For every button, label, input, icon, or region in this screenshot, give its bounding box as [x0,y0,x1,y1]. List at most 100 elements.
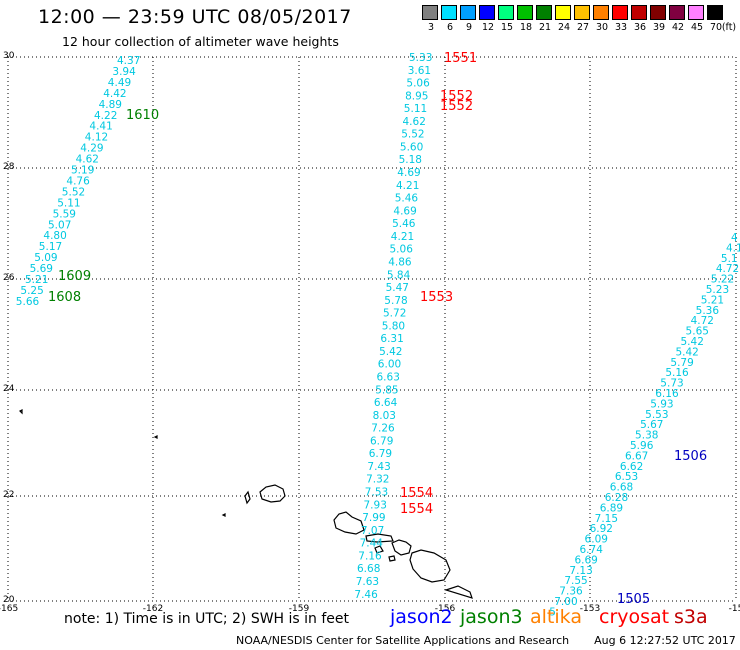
wave-height-value: 5.73 [660,378,683,390]
island-kauai [259,484,286,503]
island-maui [391,539,412,556]
wave-height-value: 5.79 [670,357,693,369]
wave-height-value: 6.00 [378,359,401,371]
wave-height-value: 5.52 [62,186,85,198]
wave-height-value: 7.15 [595,513,618,525]
wave-height-value: 4.72 [691,315,714,327]
colorbar-label: 45 [690,22,704,33]
wave-height-value: 7.44 [360,538,384,550]
wave-height-value: 7.55 [564,575,587,587]
wave-height-value: 5.65 [686,326,709,338]
colorbar-label: 21 [538,22,552,33]
credit-line: NOAA/NESDIS Center for Satellite Applica… [236,634,736,647]
pass-time-label: 1552 [440,89,473,104]
wave-height-value: 4.41 [89,121,112,133]
colorbar-swatch [574,5,590,20]
wave-height-value: 7.07 [361,525,384,537]
colorbar-swatch [669,5,685,20]
island-niihau [244,490,251,505]
y-tick-label: 20 [3,595,15,605]
x-tick-label: -15 [729,604,740,614]
pass-time-label: 1551 [444,51,477,66]
legend-cryosat: cryosat [599,606,670,628]
pass-time-label: 1505 [617,592,650,607]
island-kahoolawe [388,555,396,562]
pass-time-label: 1554 [400,502,433,517]
wave-height-value: 4.12 [85,132,108,144]
colorbar-swatch [650,5,666,20]
wave-height-value: 4.62 [76,154,99,166]
wave-height-value: 6.53 [615,471,638,483]
wave-height-value: 5.06 [406,78,430,90]
colorbar-label: 30 [595,22,609,33]
wave-height-value: 7.13 [569,565,592,577]
wave-height-value: 5.96 [630,440,654,452]
y-tick-label: 26 [3,273,15,283]
colorbar-swatch [498,5,514,20]
y-tick-label: 28 [3,162,15,172]
wave-height-value: 5.25 [20,285,43,297]
wave-height-value: 4.42 [103,88,126,100]
wave-height-value: 6.79 [370,435,393,447]
colorbar-label: 15 [500,22,514,33]
colorbar-label: (ft) [721,22,737,33]
wave-height-value: 7.63 [356,576,379,588]
wave-height-value: 6.31 [380,333,403,345]
wave-height-value: 5.07 [48,219,71,231]
island-hawaii [409,549,451,583]
wave-height-value: 5.42 [681,336,704,348]
legend-jason2: jason2 [390,606,453,628]
pass-time-label: 1553 [420,290,453,305]
wave-height-value: 5 [549,606,556,618]
colorbar-swatch [536,5,552,20]
wave-height-value: 5.80 [382,320,405,332]
units-note: note: 1) Time is in UTC; 2) SWH is in fe… [64,611,350,627]
wave-height-value: 5.11 [57,197,80,209]
wave-height-value: 5.16 [665,367,689,379]
colorbar-label: 24 [557,22,571,33]
wave-height-value: 5.38 [635,430,658,442]
wave-height-value: 4.37 [117,55,140,67]
wave-height-value: 5.21 [25,274,48,286]
wave-height-value: 6.68 [357,563,380,575]
y-tick-label: 30 [3,51,15,61]
wave-height-value: 5.46 [392,218,416,230]
wave-height-value: 5.66 [16,296,40,308]
axis-tick-labels: -165 -162 -159 -156 -153 -15 30 28 26 24 22 20 [0,51,740,614]
wave-height-value: 4.69 [393,205,416,217]
wave-height-value: 7.36 [559,586,583,598]
wave-height-value: 4.86 [388,256,412,268]
wave-height-value: 6.79 [369,448,392,460]
wave-height-value: 8.03 [373,410,396,422]
wave-height-value: 5.22 [711,274,734,286]
wave-height-value: 5.85 [375,384,398,396]
wave-height-value: 4.49 [108,77,131,89]
wave-height-value: 5.18 [399,154,422,166]
wave-height-value: 4.72 [716,263,739,275]
legend-altika: altika [530,606,582,628]
colorbar-swatch [555,5,571,20]
wave-height-value: 6.28 [605,492,628,504]
wave-height-value: 5.09 [34,252,57,264]
colorbar-label: 33 [614,22,628,33]
wave-height-value: 3.94 [112,66,136,78]
colorbar-label: 12 [481,22,495,33]
wave-height-value: 5.59 [53,208,76,220]
wave-height-value: 5.60 [400,141,423,153]
wave-height-value: 5.67 [640,419,663,431]
colorbar-label: 70 [709,22,723,33]
wave-height-value: 4.21 [396,180,419,192]
wave-height-value: 8.95 [405,90,428,102]
colorbar-swatch [593,5,609,20]
x-tick-label: -153 [580,604,600,614]
wave-height-value: 5.42 [675,346,698,358]
wave-height-value: 6.67 [625,450,648,462]
altimeter-tracks: 4.373.944.494.424.894.224.414.124.294.62… [16,52,740,618]
colorbar-label: 18 [519,22,533,33]
wave-height-value: 7.16 [358,550,382,562]
colorbar-label: 27 [576,22,590,33]
wave-height-value: 4.29 [80,143,103,155]
pass-time-label: 1608 [48,290,81,305]
